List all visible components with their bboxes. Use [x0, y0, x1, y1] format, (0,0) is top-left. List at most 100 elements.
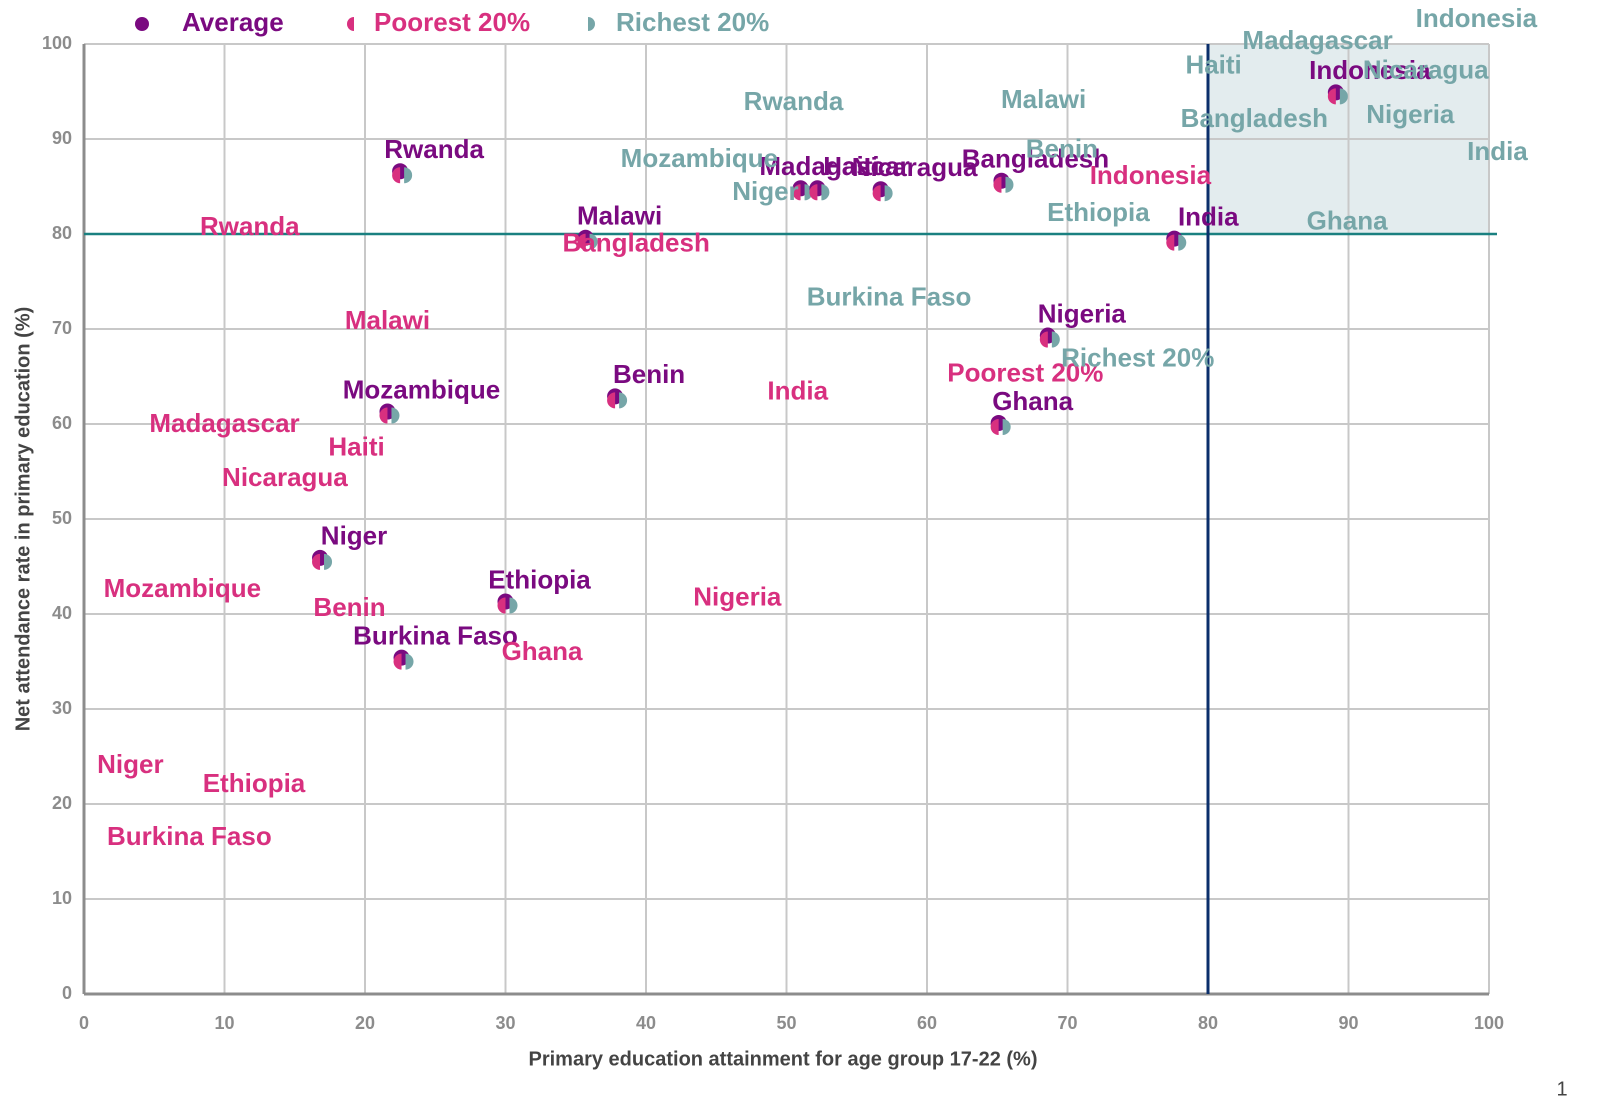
richest-marker [324, 553, 333, 570]
poorest-marker [497, 597, 506, 614]
legend-swatch [588, 17, 595, 31]
group-label: Malawi [1001, 84, 1086, 114]
x-axis-title: Primary education attainment for age gro… [529, 1048, 1038, 1070]
legend-swatch [135, 17, 149, 31]
average-label: Indonesia [1309, 55, 1431, 85]
average-label: Madagascar [759, 151, 909, 181]
group-label: Haiti [1185, 50, 1241, 80]
average-label: Mozambique [343, 374, 500, 404]
x-tick-label: 30 [495, 1013, 515, 1033]
group-label: Nicaragua [222, 462, 348, 492]
poorest-marker [872, 185, 881, 202]
group-label: Nicaragua [1363, 54, 1489, 84]
average-point [872, 181, 893, 202]
average-point [1327, 84, 1348, 105]
poorest-marker [1166, 234, 1175, 251]
group-label: Malawi [345, 305, 430, 335]
legend-label: Richest 20% [616, 7, 769, 37]
average-point [607, 388, 628, 409]
x-tick-label: 0 [79, 1013, 89, 1033]
group-label: India [1467, 136, 1528, 166]
x-tick-label: 60 [917, 1013, 937, 1033]
poorest-marker [312, 553, 321, 570]
y-tick-label: 40 [52, 603, 72, 623]
average-label: Burkina Faso [353, 620, 518, 650]
legend-label: Average [182, 7, 284, 37]
average-point [379, 403, 400, 424]
x-tick-label: 90 [1338, 1013, 1358, 1033]
richest-marker [1339, 88, 1348, 105]
richest-marker [1002, 418, 1011, 435]
average-point [993, 172, 1014, 193]
group-label: Rwanda [200, 211, 300, 241]
poorest-marker [1039, 331, 1048, 348]
group-label: Mozambique [621, 143, 778, 173]
x-tick-label: 80 [1198, 1013, 1218, 1033]
annotation: Richest 20% [1061, 342, 1214, 372]
average-label: Haiti [823, 151, 879, 181]
average-point [392, 163, 413, 184]
legend-swatch [347, 17, 354, 31]
average-label: Malawi [577, 201, 662, 231]
group-label: Burkina Faso [107, 821, 272, 851]
poorest-marker [990, 418, 999, 435]
poorest-marker [607, 392, 616, 409]
y-tick-label: 20 [52, 793, 72, 813]
richest-marker [619, 392, 628, 409]
y-axis-title: Net attendance rate in primary education… [12, 307, 34, 732]
average-label: Nigeria [1038, 298, 1127, 328]
average-point [990, 414, 1011, 435]
poorest-marker [809, 184, 818, 201]
poorest-marker [577, 233, 586, 250]
y-tick-label: 90 [52, 128, 72, 148]
average-point [393, 649, 414, 670]
x-tick-label: 20 [355, 1013, 375, 1033]
richest-marker [509, 597, 518, 614]
richest-marker [589, 233, 598, 250]
group-label: Niger [97, 749, 163, 779]
group-label: Mozambique [104, 573, 261, 603]
group-label: Bangladesh [562, 227, 709, 257]
group-label: Ghana [1307, 205, 1388, 235]
x-tick-label: 50 [776, 1013, 796, 1033]
y-tick-label: 30 [52, 698, 72, 718]
x-tick-label: 40 [636, 1013, 656, 1033]
average-point [1166, 230, 1187, 251]
average-label: Benin [613, 359, 685, 389]
richest-marker [391, 407, 400, 424]
richest-marker [821, 184, 830, 201]
group-label: Rwanda [744, 86, 844, 116]
richest-marker [884, 185, 893, 202]
group-label: Benin [313, 592, 385, 622]
group-label: Ethiopia [1047, 197, 1150, 227]
group-label: Madagascar [1242, 25, 1392, 55]
group-label: Burkina Faso [807, 281, 972, 311]
group-label: Indonesia [1416, 3, 1538, 33]
average-label: Ethiopia [488, 564, 591, 594]
average-point [497, 593, 518, 614]
poorest-marker [379, 407, 388, 424]
y-tick-label: 0 [62, 983, 72, 1003]
group-label: Nigeria [1366, 99, 1455, 129]
average-point [809, 180, 830, 201]
average-label: Ghana [992, 386, 1073, 416]
x-tick-label: 10 [214, 1013, 234, 1033]
average-label: Rwanda [384, 134, 484, 164]
y-tick-label: 60 [52, 413, 72, 433]
group-label: Niger [732, 176, 798, 206]
richest-marker [1005, 176, 1014, 193]
group-label: Ghana [502, 636, 583, 666]
poorest-marker [392, 167, 401, 184]
group-label: Haiti [328, 432, 384, 462]
group-label: Benin [1026, 133, 1098, 163]
group-label: Indonesia [1090, 160, 1212, 190]
richest-marker [1051, 331, 1060, 348]
average-label: India [1178, 202, 1239, 232]
x-tick-label: 70 [1057, 1013, 1077, 1033]
group-label: India [767, 376, 828, 406]
poorest-marker [792, 184, 801, 201]
poorest-marker [393, 653, 402, 670]
poorest-marker [1327, 88, 1336, 105]
group-label: Nigeria [693, 582, 782, 612]
